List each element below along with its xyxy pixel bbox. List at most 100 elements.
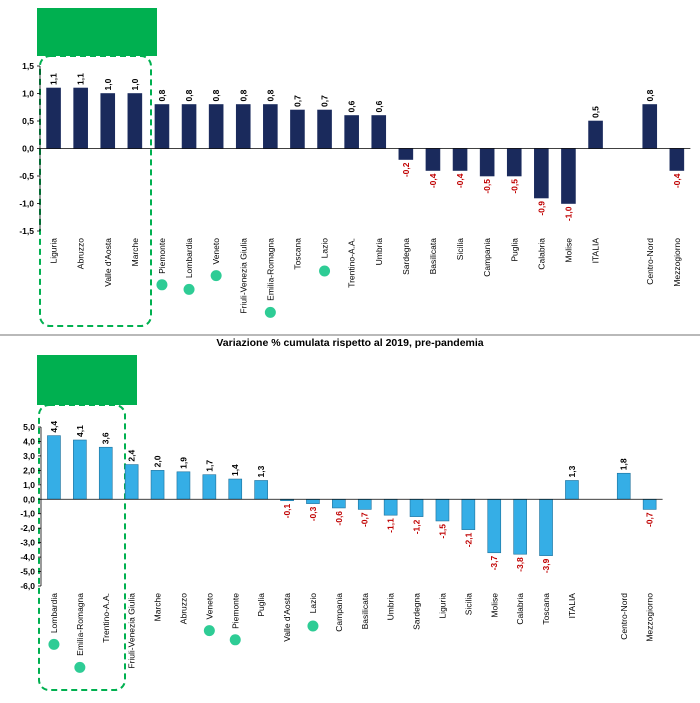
bar — [208, 104, 224, 149]
category-label: Centro-Nord — [645, 238, 655, 285]
bar — [150, 470, 165, 500]
bar — [47, 435, 61, 500]
category-label: Umbria — [386, 593, 396, 621]
category-label: Puglia — [256, 593, 266, 617]
category-marker-dot — [183, 283, 195, 295]
bar — [290, 109, 305, 149]
bar-value-label: -0,2 — [401, 162, 411, 177]
bar — [409, 498, 424, 517]
category-marker-dot — [203, 625, 215, 637]
category-label: Umbria — [374, 238, 384, 266]
bar — [616, 472, 631, 500]
bar-value-label: 1,0 — [103, 78, 113, 90]
category-marker-dot — [264, 306, 276, 318]
bar — [154, 104, 170, 149]
bar-value-label: 1,1 — [76, 73, 86, 85]
bar — [344, 115, 359, 149]
bar — [588, 120, 603, 149]
bar-value-label: 0,6 — [374, 100, 384, 112]
bar-value-label: -0,7 — [360, 512, 370, 527]
bar-value-label: 0,8 — [184, 89, 194, 101]
category-label: Sicilia — [455, 238, 465, 260]
y-tick-label: 0,0 — [23, 494, 35, 504]
category-label: Calabria — [515, 593, 525, 625]
bar — [181, 104, 197, 149]
category-marker-dot — [229, 634, 241, 646]
bar — [263, 104, 278, 149]
y-tick-label: -2,0 — [20, 523, 35, 533]
bar-value-label: 3,6 — [101, 432, 111, 444]
y-tick-label: -5,0 — [20, 567, 35, 577]
separator-title: Variazione % cumulata rispetto al 2019, … — [216, 337, 483, 349]
category-label: Lombardia — [184, 238, 194, 278]
category-label: Lazio — [320, 238, 330, 259]
category-label: Liguria — [49, 238, 59, 264]
bar — [565, 480, 579, 500]
bar-value-label: 0,8 — [645, 89, 655, 101]
category-marker-dot — [74, 661, 86, 673]
category-label: Valle d'Aosta — [103, 238, 113, 287]
y-tick-label: -1,0 — [20, 509, 35, 519]
bar — [254, 480, 268, 500]
category-label: Piemonte — [230, 593, 240, 629]
y-tick-label: 5,0 — [23, 422, 35, 432]
bar — [317, 109, 332, 149]
bar-value-label: 0,8 — [157, 89, 167, 101]
bar — [73, 87, 88, 149]
category-marker-dot — [156, 279, 168, 291]
bar-value-label: -0,7 — [645, 512, 655, 527]
y-tick-label: 0,0 — [22, 144, 34, 154]
bar — [371, 115, 387, 149]
bottom-chart: 5,0 4,0 3,0 2,0 1,0 0,0 -1,0 -2,0 -3,0 -4,0 -5,0 -6… — [20, 355, 663, 691]
category-label: ITALIA — [567, 593, 577, 619]
bar — [357, 498, 372, 510]
bar-value-label: -0,4 — [455, 173, 465, 188]
y-tick-label: -1,0 — [19, 199, 34, 209]
bar-value-label: 2,4 — [127, 449, 137, 461]
bar — [100, 93, 116, 149]
category-label: Abruzzo — [76, 238, 86, 269]
category-label: Marche — [130, 238, 140, 267]
category-label: Valle d'Aosta — [282, 593, 292, 642]
bar-value-label: 0,6 — [347, 100, 357, 112]
category-label: Sardegna — [401, 238, 411, 275]
category-label: Emilia-Romagna — [265, 238, 275, 301]
category-label: Campania — [334, 593, 344, 632]
bar — [506, 148, 522, 177]
bar-value-label: -3,7 — [489, 555, 499, 570]
category-marker-dot — [319, 265, 331, 277]
category-label: Mezzogiorno — [672, 238, 682, 287]
bar — [73, 439, 87, 500]
bar-value-label: 1,7 — [204, 460, 214, 472]
category-marker-dot — [48, 638, 60, 650]
category-label: Mezzogiorno — [645, 593, 655, 642]
bar-value-label: 1,1 — [49, 73, 59, 85]
category-label: Molise — [563, 238, 573, 263]
y-tick-label: 0,5 — [22, 116, 34, 126]
bar-value-label: 0,8 — [265, 89, 275, 101]
bar — [306, 498, 320, 504]
bar-value-label: -0,1 — [282, 503, 292, 518]
bar-value-label: -0,4 — [672, 173, 682, 188]
bar-value-label: 0,7 — [292, 95, 302, 107]
bar-value-label: 1,0 — [130, 78, 140, 90]
category-marker-dot — [307, 620, 319, 632]
y-tick-label: -1,5 — [19, 226, 34, 236]
bar — [461, 498, 476, 530]
bar — [46, 87, 61, 149]
highlight-group-border — [38, 404, 126, 691]
y-tick-label: 1,0 — [23, 480, 35, 490]
top-chart: 1,5 1,0 0,5 0,0 -0,5 -1,0 -1,5 1,1 Liguria 1,1 Abr… — [19, 8, 691, 327]
y-tick-label: -3,0 — [20, 538, 35, 548]
bar-value-label: 0,7 — [320, 95, 330, 107]
bar-value-label: 1,3 — [256, 465, 266, 477]
category-label: Piemonte — [157, 238, 167, 274]
bar — [539, 498, 553, 556]
bar — [452, 148, 468, 171]
bar — [228, 478, 243, 500]
bar-value-label: -1,5 — [437, 524, 447, 539]
bar-value-label: -0,4 — [428, 173, 438, 188]
bar-value-label: 1,3 — [567, 465, 577, 477]
bar-value-label: -1,2 — [412, 519, 422, 534]
